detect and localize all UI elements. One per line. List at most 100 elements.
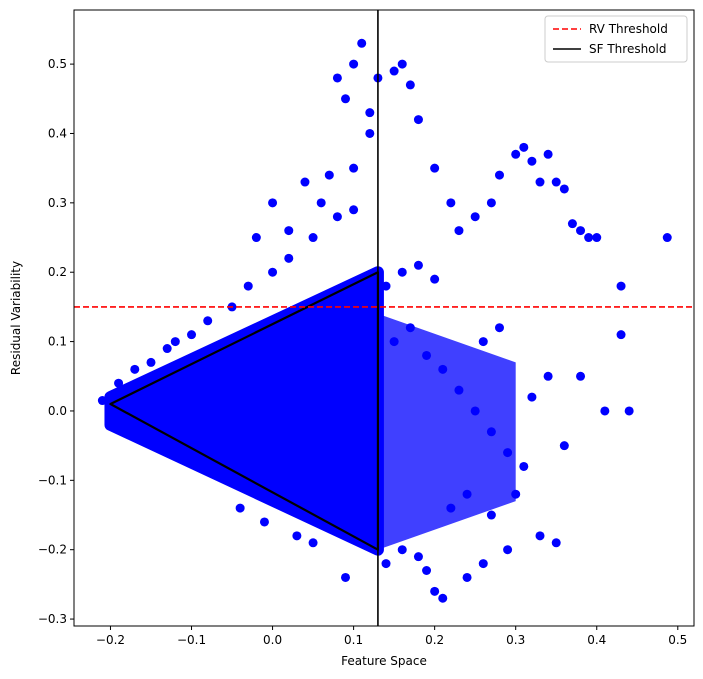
scatter-point — [486, 198, 496, 208]
scatter-point — [559, 184, 569, 194]
y-tick-label: 0.2 — [48, 265, 67, 279]
scatter-point — [494, 323, 504, 333]
legend: RV Threshold SF Threshold — [544, 15, 688, 63]
scatter-point — [503, 545, 513, 555]
scatter-point — [543, 371, 553, 381]
scatter-point — [130, 364, 140, 374]
scatter-point — [341, 94, 351, 104]
scatter-point — [397, 267, 407, 277]
scatter-point — [527, 156, 537, 166]
threshold-lines — [74, 10, 694, 626]
scatter-point — [284, 226, 294, 236]
y-tick-label: 0.5 — [48, 57, 67, 71]
x-tick-label: 0.0 — [263, 633, 282, 647]
scatter-point — [381, 281, 391, 291]
y-tick-label: 0.0 — [48, 404, 67, 418]
y-tick-label: 0.3 — [48, 196, 67, 210]
scatter-point — [292, 531, 302, 541]
scatter-point — [454, 226, 464, 236]
scatter-point — [170, 337, 180, 347]
y-tick-label: 0.4 — [48, 126, 67, 140]
y-axis-title: Residual Variability — [9, 261, 23, 375]
scatter-point — [349, 205, 359, 215]
scatter-point — [308, 233, 318, 243]
legend-box — [544, 15, 688, 63]
scatter-point — [332, 73, 342, 83]
plot-frame — [73, 9, 695, 627]
x-axis-title: Feature Space — [341, 654, 427, 668]
x-tick-label: 0.4 — [587, 633, 606, 647]
scatter-point — [422, 350, 432, 360]
scatter-point — [430, 586, 440, 596]
scatter-point — [397, 545, 407, 555]
scatter-point — [470, 212, 480, 222]
scatter-point — [616, 330, 626, 340]
scatter-point — [551, 538, 561, 548]
scatter-point — [105, 392, 115, 402]
y-tick-label: −0.3 — [38, 612, 67, 626]
scatter-point — [543, 149, 553, 159]
y-tick-label: −0.2 — [38, 543, 67, 557]
scatter-point — [349, 163, 359, 173]
scatter-point — [389, 66, 399, 76]
scatter-point — [300, 177, 310, 187]
scatter-point — [559, 441, 569, 451]
scatter-point — [584, 233, 594, 243]
scatter-point — [535, 177, 545, 187]
scatter-point — [259, 517, 269, 527]
scatter-point — [624, 406, 634, 416]
scatter-point — [446, 503, 456, 513]
scatter-point — [576, 226, 586, 236]
scatter-point — [243, 281, 253, 291]
scatter-point — [519, 461, 529, 471]
scatter-point — [438, 593, 448, 603]
scatter-point — [146, 357, 156, 367]
scatter-point — [478, 559, 488, 569]
scatter-point — [251, 233, 261, 243]
scatter-point — [389, 337, 399, 347]
scatter-point — [567, 219, 577, 229]
scatter-point — [405, 323, 415, 333]
scatter-point — [187, 330, 197, 340]
x-tick-label: −0.2 — [96, 633, 125, 647]
x-tick-label: −0.1 — [177, 633, 206, 647]
scatter-point — [462, 572, 472, 582]
scatter-point — [405, 80, 415, 90]
scatter-point — [162, 344, 172, 354]
scatter-point — [478, 337, 488, 347]
scatter-point — [503, 448, 513, 458]
scatter-point — [341, 572, 351, 582]
x-tick-label: 0.2 — [425, 633, 444, 647]
legend-label-sf-threshold: SF Threshold — [589, 42, 666, 56]
x-tick-label: 0.5 — [668, 633, 687, 647]
y-tick-label: −0.1 — [38, 473, 67, 487]
scatter-point — [511, 149, 521, 159]
scatter-point — [454, 385, 464, 395]
scatter-point — [438, 364, 448, 374]
x-tick-label: 0.1 — [344, 633, 363, 647]
scatter-points — [97, 38, 672, 603]
legend-label-rv-threshold: RV Threshold — [589, 22, 668, 36]
scatter-point — [170, 448, 180, 458]
scatter-point — [332, 212, 342, 222]
scatter-point — [494, 170, 504, 180]
scatter-point — [114, 378, 124, 388]
scatter-point — [519, 142, 529, 152]
scatter-point — [535, 531, 545, 541]
scatter-point — [486, 427, 496, 437]
scatter-point — [97, 396, 107, 406]
scatter-point — [268, 198, 278, 208]
scatter-point — [365, 108, 375, 118]
scatter-point — [486, 510, 496, 520]
scatter-point — [527, 392, 537, 402]
scatter-point — [600, 406, 610, 416]
axes: −0.2 −0.1 0.0 0.1 0.2 0.3 0.4 0.5 −0.3 −0.2 −0.1 0.… — [38, 9, 695, 647]
scatter-point — [592, 233, 602, 243]
scatter-point — [662, 233, 672, 243]
scatter-point — [413, 260, 423, 270]
scatter-point — [284, 253, 294, 263]
scatter-point — [422, 566, 432, 576]
scatter-point — [316, 198, 326, 208]
scatter-point — [511, 489, 521, 499]
